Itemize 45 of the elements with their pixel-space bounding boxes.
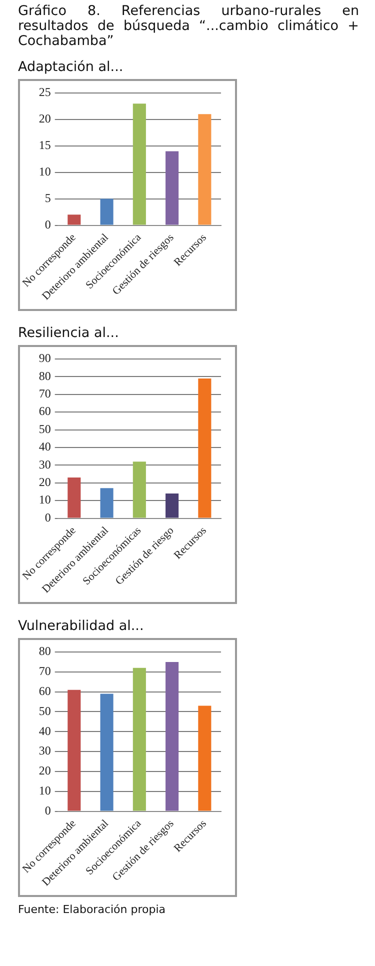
y-tick-label: 30 [38,457,51,472]
y-tick-label: 30 [38,744,51,758]
y-tick-label: 90 [38,351,51,366]
y-tick-label: 70 [38,664,51,678]
y-tick-label: 60 [38,684,51,698]
y-tick-label: 50 [38,422,51,436]
bar [198,114,212,225]
y-tick-label: 40 [38,440,51,454]
y-tick-label: 10 [38,164,51,179]
bar [68,214,81,225]
y-tick-label: 50 [38,704,51,718]
bar [100,198,114,225]
bar [132,104,146,225]
bar [166,493,179,518]
y-tick-label: 0 [44,803,51,818]
bar [166,151,179,225]
y-tick-label: 25 [38,85,51,100]
y-tick-label: 40 [38,724,51,738]
bar [68,478,81,518]
y-tick-label: 70 [38,386,51,401]
bar [198,706,212,811]
y-tick-label: 10 [38,492,51,507]
y-tick-label: 20 [38,475,51,490]
y-tick-label: 20 [38,764,51,778]
bar [100,694,114,811]
bar [100,488,114,518]
bar [132,668,146,811]
chart-subtitle: Resiliencia al... [18,325,120,341]
y-tick-label: 20 [38,112,51,126]
chart-subtitle: Vulnerabilidad al... [18,618,145,634]
bar [166,662,179,811]
chart-subtitle: Adaptación al... [18,59,124,75]
bar [198,378,212,518]
y-tick-label: 15 [38,138,51,152]
y-tick-label: 60 [38,404,51,418]
chart-title: Gráfico 8. Referencias urbano-rurales en resultados de búsqueda “...cambio climático + Cochabamba” [18,3,359,49]
y-tick-label: 0 [44,510,51,524]
bar [68,690,81,811]
y-tick-label: 0 [44,217,51,232]
y-tick-label: 10 [38,784,51,798]
y-tick-label: 80 [38,368,51,383]
bar [132,462,146,518]
y-tick-label: 80 [38,644,51,658]
y-tick-label: 5 [44,190,51,205]
source-note: Fuente: Elaboración propia [18,903,167,916]
